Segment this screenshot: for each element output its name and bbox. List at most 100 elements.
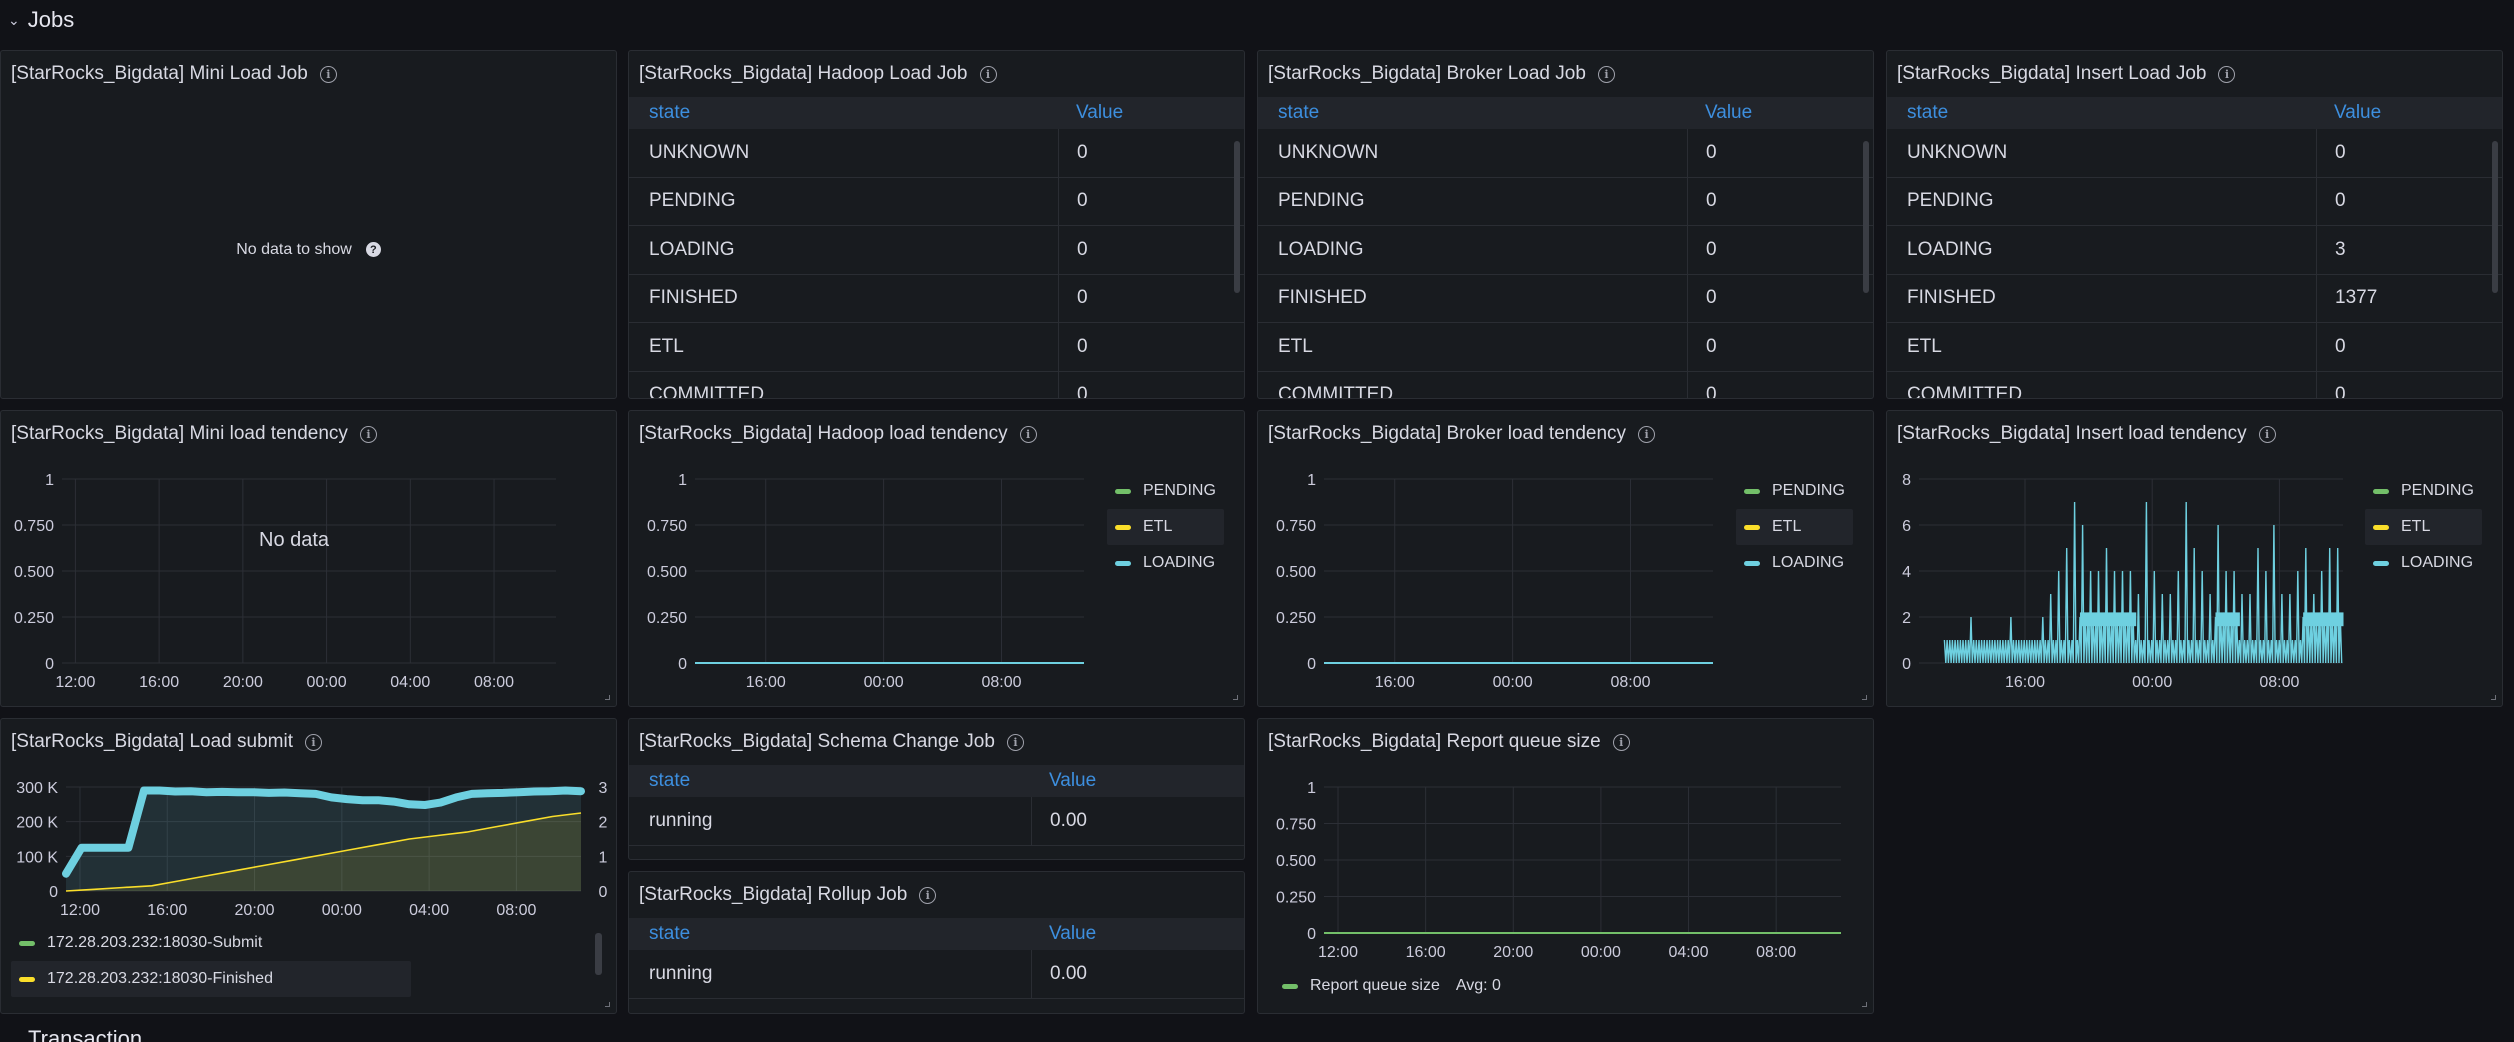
legend-item[interactable]: LOADING — [2365, 545, 2482, 581]
x-tick-label: 08:00 — [474, 674, 514, 691]
panel-title: [StarRocks_Bigdata] Insert load tendency — [1897, 423, 2247, 444]
series-band — [2223, 612, 2232, 627]
info-icon[interactable]: i — [1612, 733, 1630, 751]
state-cell: COMMITTED — [1907, 384, 2023, 398]
column-header-state[interactable]: state — [1907, 102, 1949, 123]
info-icon[interactable]: i — [919, 886, 937, 904]
info-icon[interactable]: i — [319, 65, 337, 83]
legend-item[interactable]: LOADING — [1736, 545, 1853, 581]
row-header-transaction[interactable]: Transaction — [8, 1028, 142, 1042]
value-cell: 0 — [2316, 371, 2346, 398]
y-tick-label: 0.250 — [1276, 610, 1316, 627]
panel-mini-load-tendency: [StarRocks_Bigdata] Mini load tendency i … — [0, 410, 617, 707]
info-icon[interactable]: i — [359, 425, 377, 443]
info-icon[interactable]: i — [979, 65, 997, 83]
info-icon[interactable]: i — [1006, 733, 1024, 751]
y-tick-label: 0.500 — [14, 564, 54, 581]
legend-label: LOADING — [1772, 554, 1845, 571]
state-cell: LOADING — [1278, 238, 1364, 260]
y-tick-label: 100 K — [16, 849, 58, 866]
state-cell: COMMITTED — [649, 384, 765, 398]
chevron-down-icon[interactable]: ⌄ — [8, 11, 20, 28]
legend-item[interactable]: ETL — [2365, 509, 2482, 545]
column-header-value[interactable]: Value — [1705, 102, 1753, 123]
legend-item[interactable]: PENDING — [1107, 473, 1224, 509]
table-row: running 0.00 — [629, 950, 1244, 999]
legend-item[interactable]: LOADING — [1107, 545, 1224, 581]
x-tick-label: 12:00 — [1318, 944, 1358, 961]
column-header-state[interactable]: state — [1278, 102, 1320, 123]
state-cell: LOADING — [1907, 238, 1993, 260]
info-icon[interactable]: i — [1638, 425, 1656, 443]
x-tick-label: 16:00 — [746, 674, 786, 691]
column-header-value[interactable]: Value — [1076, 102, 1124, 123]
table-row: ETL 0 — [629, 323, 1244, 372]
y-tick-label: 2 — [1902, 610, 1911, 627]
legend-label: PENDING — [1772, 482, 1845, 499]
table-row: COMMITTED 0 — [629, 371, 1244, 398]
legend-swatch — [1744, 524, 1760, 530]
legend-item[interactable]: PENDING — [2365, 473, 2482, 509]
state-cell: ETL — [1907, 335, 1942, 357]
column-header-state[interactable]: state — [649, 770, 691, 791]
panel-title: [StarRocks_Bigdata] Broker load tendency — [1268, 423, 1627, 444]
legend: 172.28.203.232:18030-Submit 172.28.203.23… — [11, 925, 411, 997]
column-header-state[interactable]: state — [649, 102, 691, 123]
column-header-value[interactable]: Value — [2334, 102, 2382, 123]
legend-item[interactable]: 172.28.203.232:18030-Submit — [11, 925, 411, 961]
table-scrollbar[interactable] — [2492, 141, 2498, 293]
resize-handle[interactable] — [1233, 695, 1238, 700]
y-tick-label: 1 — [1307, 472, 1316, 489]
table-row: LOADING 0 — [629, 226, 1244, 275]
legend-item[interactable]: PENDING — [1736, 473, 1853, 509]
y-tick-label: 0 — [678, 656, 687, 673]
series-band — [2095, 612, 2105, 627]
table-header: state Value — [1887, 97, 2502, 129]
info-icon[interactable]: i — [305, 733, 322, 751]
resize-handle[interactable] — [605, 1002, 610, 1007]
value-cell: 0 — [1058, 323, 1088, 371]
y-tick-label: 0.500 — [1276, 564, 1316, 581]
series-line — [1943, 501, 2343, 664]
resize-handle[interactable] — [2491, 695, 2496, 700]
series-band — [2215, 612, 2224, 627]
info-icon[interactable]: i — [2258, 425, 2276, 443]
info-icon[interactable]: i — [1597, 65, 1615, 83]
legend-item[interactable]: 172.28.203.232:18030-Finished — [11, 961, 411, 997]
panel-title: [StarRocks_Bigdata] Schema Change Job — [639, 731, 995, 752]
column-header-value[interactable]: Value — [1049, 923, 1097, 944]
resize-handle[interactable] — [1862, 1002, 1867, 1007]
table-row: FINISHED 0 — [1258, 274, 1873, 323]
legend-swatch — [1115, 488, 1131, 494]
info-icon[interactable]: i — [2218, 65, 2236, 83]
panel-hadoop-load-tendency: [StarRocks_Bigdata] Hadoop load tendency… — [628, 410, 1245, 707]
column-header-state[interactable]: state — [649, 923, 691, 944]
y-tick-label: 0.750 — [647, 518, 687, 535]
legend-swatch — [2373, 488, 2389, 494]
legend-item[interactable]: ETL — [1107, 509, 1224, 545]
series-band — [2111, 612, 2121, 627]
x-tick-label: 04:00 — [1669, 944, 1709, 961]
value-cell: 0 — [1058, 274, 1088, 322]
legend-label[interactable]: Report queue size — [1310, 977, 1440, 994]
resize-handle[interactable] — [1862, 695, 1867, 700]
legend-item[interactable]: ETL — [1736, 509, 1853, 545]
info-icon[interactable]: i — [1019, 425, 1037, 443]
resize-handle[interactable] — [605, 695, 610, 700]
table-row: LOADING 0 — [1258, 226, 1873, 275]
x-tick-label: 00:00 — [864, 674, 904, 691]
legend-swatch — [19, 940, 35, 946]
series-area — [66, 790, 581, 891]
panel-hadoop-load-job: [StarRocks_Bigdata] Hadoop Load Job i sta… — [628, 50, 1245, 399]
y-tick-label: 0.250 — [647, 610, 687, 627]
legend-scrollbar[interactable] — [595, 933, 602, 975]
state-cell: UNKNOWN — [649, 141, 750, 163]
row-header-jobs[interactable]: ⌄ Jobs — [8, 4, 74, 36]
table-scrollbar[interactable] — [1863, 141, 1869, 293]
help-icon[interactable]: ? — [365, 242, 381, 258]
column-header-value[interactable]: Value — [1049, 770, 1097, 791]
table-header: state Value — [629, 765, 1244, 797]
table-scrollbar[interactable] — [1234, 141, 1240, 293]
table-row: PENDING 0 — [629, 177, 1244, 226]
